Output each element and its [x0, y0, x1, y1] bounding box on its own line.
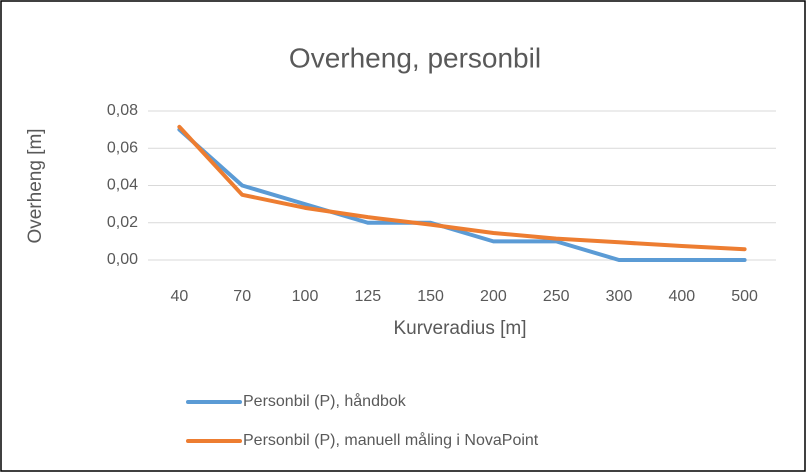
chart-title: Overheng, personbil [289, 42, 541, 73]
x-tick-label: 70 [233, 288, 251, 305]
series-line [177, 127, 747, 262]
y-tick-label: 0,00 [107, 251, 138, 268]
x-tick-label: 40 [171, 288, 189, 305]
x-tick-label: 250 [543, 288, 570, 305]
legend-label: Personbil (P), manuell måling i NovaPoin… [243, 431, 539, 449]
legend-label: Personbil (P), håndbok [243, 392, 407, 410]
x-tick-label: 400 [668, 288, 695, 305]
x-tick-label: 100 [292, 288, 319, 305]
x-tick-label: 125 [354, 288, 381, 305]
y-tick-label: 0,06 [107, 139, 138, 156]
series-line [177, 124, 747, 252]
x-tick-label: 200 [480, 288, 507, 305]
x-tick-label: 500 [731, 288, 758, 305]
y-tick-label: 0,04 [107, 177, 138, 194]
y-axis-label: Overheng [m] [25, 128, 46, 243]
x-tick-label: 300 [606, 288, 633, 305]
x-tick-label: 150 [417, 288, 444, 305]
x-axis-label: Kurveradius [m] [393, 318, 526, 339]
y-tick-label: 0,02 [107, 214, 138, 231]
y-tick-label: 0,08 [107, 102, 138, 119]
